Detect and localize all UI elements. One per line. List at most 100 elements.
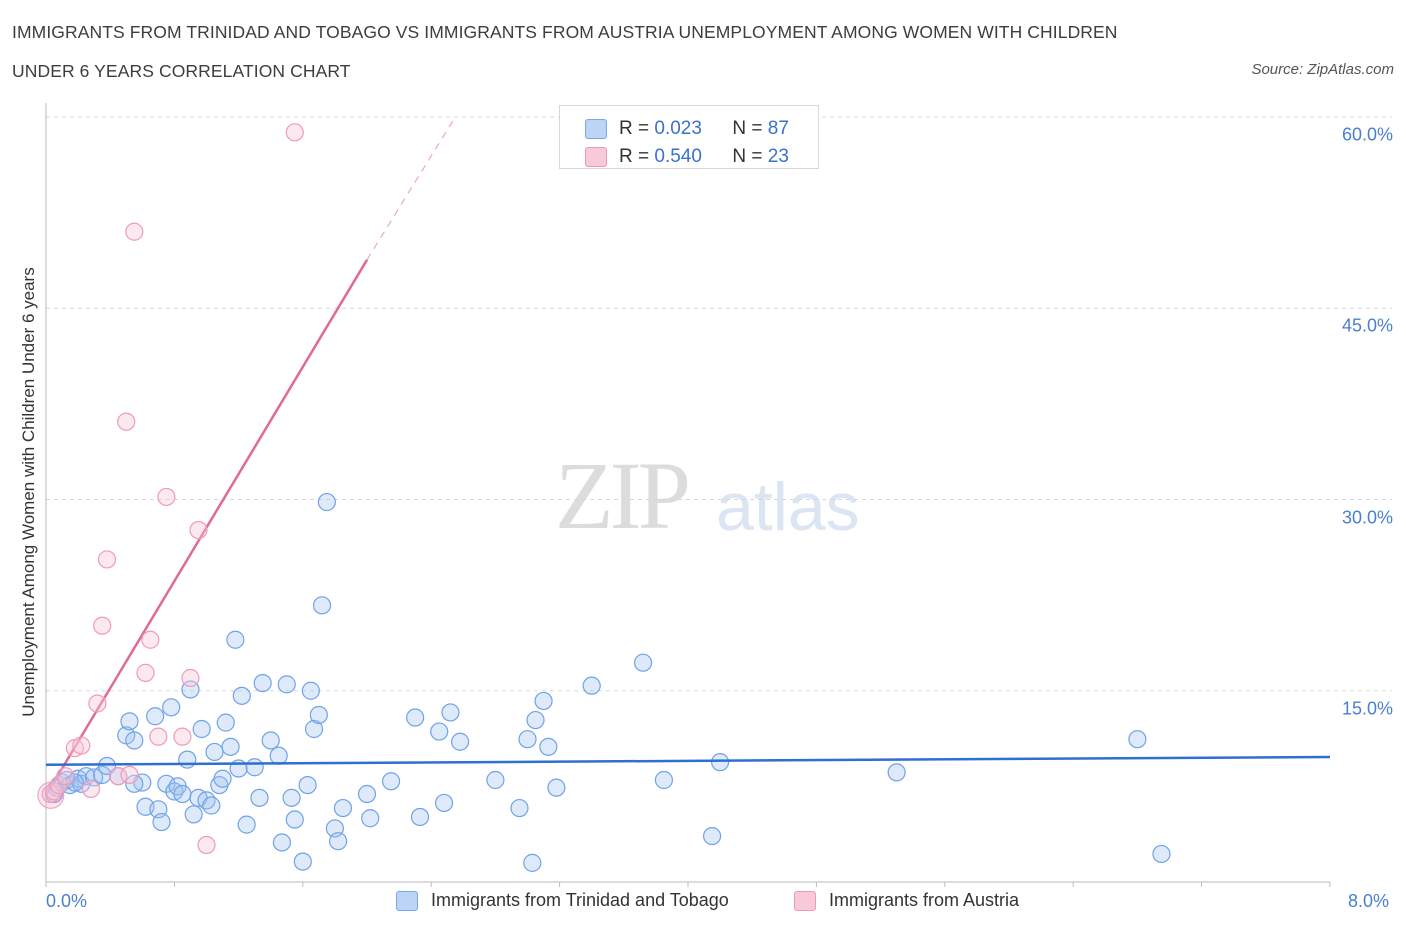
point-trinidad bbox=[226, 630, 245, 649]
legend-row-austria: R = 0.540 N = 23 bbox=[585, 146, 789, 168]
point-austria bbox=[81, 779, 101, 799]
point-trinidad bbox=[293, 852, 312, 871]
bottom-legend-austria: Immigrants from Austria bbox=[794, 890, 1019, 911]
point-trinidad bbox=[510, 798, 529, 818]
point-austria bbox=[97, 550, 117, 569]
point-austria bbox=[117, 412, 136, 431]
point-trinidad bbox=[232, 686, 251, 705]
point-trinidad bbox=[253, 673, 272, 693]
point-trinidad bbox=[534, 691, 553, 711]
point-trinidad bbox=[146, 707, 165, 726]
point-trinidad bbox=[381, 772, 401, 791]
point-trinidad bbox=[162, 698, 181, 717]
trend-austria bbox=[44, 116, 456, 796]
y-axis-label: Unemployment Among Women with Children U… bbox=[19, 267, 38, 717]
x-tick-min: 0.0% bbox=[46, 891, 88, 911]
legend-r-value-austria: 0.540 bbox=[654, 146, 702, 167]
point-trinidad bbox=[304, 719, 324, 739]
legend-n-label: N = bbox=[732, 118, 763, 139]
point-trinidad bbox=[633, 653, 653, 672]
watermark-zip: ZIP bbox=[555, 442, 691, 549]
point-trinidad bbox=[272, 833, 292, 852]
point-trinidad bbox=[582, 676, 601, 695]
legend-n-value-austria: 23 bbox=[767, 146, 789, 167]
point-trinidad bbox=[486, 770, 505, 790]
point-austria bbox=[125, 222, 144, 241]
point-trinidad bbox=[213, 769, 232, 788]
legend: R = 0.023 N = 87 R = 0.540 N = 23 bbox=[559, 105, 819, 169]
bottom-legend-label-trinidad: Immigrants from Trinidad and Tobago bbox=[431, 890, 729, 910]
point-trinidad bbox=[526, 710, 545, 730]
chart-title-line1: IMMIGRANTS FROM TRINIDAD AND TOBAGO VS I… bbox=[12, 22, 1118, 42]
point-trinidad bbox=[702, 826, 722, 846]
point-austria bbox=[189, 520, 208, 540]
point-trinidad bbox=[178, 750, 197, 769]
point-austria bbox=[93, 616, 112, 635]
legend-row-trinidad: R = 0.023 N = 87 bbox=[585, 118, 789, 140]
point-trinidad bbox=[192, 719, 211, 739]
point-austria bbox=[136, 663, 155, 683]
point-trinidad bbox=[173, 784, 192, 804]
point-trinidad bbox=[97, 756, 117, 776]
point-trinidad bbox=[547, 778, 566, 797]
point-trinidad bbox=[357, 784, 377, 804]
point-trinidad bbox=[202, 796, 221, 815]
points-trinidad bbox=[44, 492, 1171, 872]
point-austria bbox=[72, 736, 91, 755]
point-trinidad bbox=[329, 832, 348, 851]
y-tick-label: 45.0% bbox=[1341, 315, 1393, 336]
point-austria bbox=[181, 668, 200, 688]
point-trinidad bbox=[1128, 730, 1147, 749]
point-austria bbox=[157, 487, 176, 507]
point-trinidad bbox=[361, 809, 380, 828]
point-trinidad bbox=[93, 765, 112, 785]
point-austria bbox=[120, 765, 139, 785]
bottom-legend-swatch-trinidad bbox=[396, 890, 418, 911]
x-tick-max: 8.0% bbox=[1348, 891, 1390, 911]
point-austria bbox=[141, 630, 160, 649]
point-trinidad bbox=[245, 758, 264, 777]
point-trinidad bbox=[450, 732, 470, 751]
point-trinidad bbox=[184, 805, 203, 824]
gridlines bbox=[46, 116, 1392, 692]
point-trinidad bbox=[887, 763, 906, 782]
point-trinidad bbox=[654, 770, 674, 790]
source-label: Source: ZipAtlas.com bbox=[1251, 61, 1394, 78]
bottom-legend-label-austria: Immigrants from Austria bbox=[829, 890, 1020, 910]
point-trinidad bbox=[298, 775, 317, 795]
point-austria bbox=[173, 727, 192, 746]
bottom-legend-trinidad: Immigrants from Trinidad and Tobago bbox=[396, 890, 729, 911]
bottom-legend-swatch-austria bbox=[794, 890, 816, 911]
legend-swatch-trinidad bbox=[585, 119, 607, 139]
legend-r-value-trinidad: 0.023 bbox=[654, 118, 702, 139]
point-trinidad bbox=[277, 675, 296, 694]
point-trinidad bbox=[205, 742, 224, 762]
point-trinidad bbox=[539, 737, 558, 756]
legend-n-value-trinidad: 87 bbox=[767, 118, 789, 139]
point-trinidad bbox=[333, 798, 353, 818]
legend-r-label: R = bbox=[619, 118, 650, 139]
point-trinidad bbox=[261, 731, 280, 750]
legend-r-label: R = bbox=[619, 146, 650, 167]
point-trinidad bbox=[309, 705, 328, 725]
trend-trinidad bbox=[45, 755, 1331, 766]
point-trinidad bbox=[216, 713, 235, 732]
legend-n-label: N = bbox=[732, 146, 763, 167]
point-trinidad bbox=[317, 492, 336, 512]
point-trinidad bbox=[282, 788, 301, 807]
point-trinidad bbox=[125, 774, 144, 793]
point-trinidad bbox=[301, 681, 320, 700]
watermark-atlas: atlas bbox=[716, 469, 860, 545]
point-trinidad bbox=[250, 788, 269, 807]
legend-swatch-austria bbox=[585, 147, 607, 167]
chart-title-line2: UNDER 6 YEARS CORRELATION CHART bbox=[12, 61, 351, 81]
point-trinidad bbox=[120, 712, 139, 731]
point-trinidad bbox=[441, 703, 460, 722]
point-trinidad bbox=[1152, 844, 1171, 864]
point-trinidad bbox=[312, 596, 332, 615]
point-trinidad bbox=[710, 753, 730, 772]
point-trinidad bbox=[237, 815, 256, 834]
point-trinidad bbox=[410, 807, 430, 827]
y-tick-label: 60.0% bbox=[1341, 124, 1393, 145]
